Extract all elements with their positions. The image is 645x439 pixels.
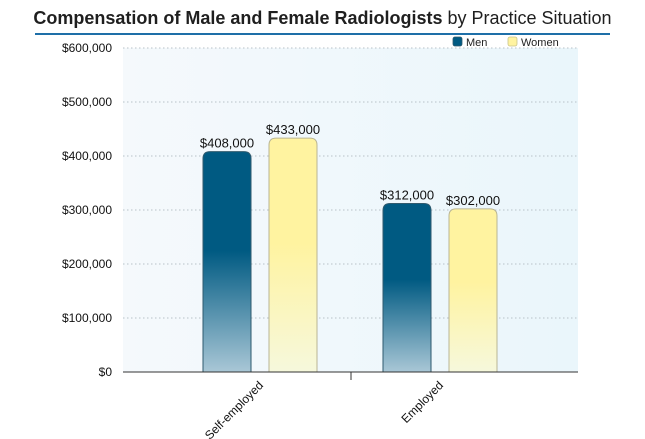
- chart-title: Compensation of Male and Female Radiolog…: [0, 0, 645, 34]
- y-axis-ticks: $0 $100,000 $200,000 $300,000 $400,000 $500,0…: [62, 41, 112, 379]
- legend-swatch-men: [452, 36, 463, 47]
- data-label: $302,000: [446, 193, 500, 208]
- y-tick-label: $400,000: [62, 149, 112, 163]
- data-label: $408,000: [200, 136, 254, 151]
- y-tick-label: $500,000: [62, 95, 112, 109]
- legend-label-men: Men: [466, 37, 487, 49]
- bar-women-employed: [448, 208, 498, 373]
- data-label: $433,000: [266, 122, 320, 137]
- x-category-label: Employed: [398, 378, 446, 426]
- chart-title-main: Compensation of Male and Female Radiolog…: [33, 8, 443, 28]
- category-labels: Self-employed Employed: [202, 378, 446, 439]
- bar-women-self-employed: [268, 137, 318, 373]
- legend-swatch-women: [507, 36, 518, 47]
- legend: Men Women: [452, 36, 559, 49]
- legend-label-women: Women: [521, 37, 559, 49]
- bar-men-employed: [382, 203, 432, 373]
- x-category-label: Self-employed: [202, 378, 266, 439]
- plot-background: [123, 48, 578, 372]
- x-axis: [123, 371, 578, 380]
- bars: [202, 137, 498, 373]
- data-labels: $408,000 $433,000 $312,000 $302,000: [200, 122, 500, 208]
- y-tick-label: $100,000: [62, 311, 112, 325]
- y-tick-label: $0: [99, 365, 113, 379]
- title-underline: [35, 33, 610, 35]
- y-tick-label: $300,000: [62, 203, 112, 217]
- data-label: $312,000: [380, 188, 434, 203]
- chart-subtitle: by Practice Situation: [447, 8, 612, 28]
- y-tick-label: $200,000: [62, 257, 112, 271]
- y-tick-label: $600,000: [62, 41, 112, 55]
- bar-men-self-employed: [202, 151, 252, 373]
